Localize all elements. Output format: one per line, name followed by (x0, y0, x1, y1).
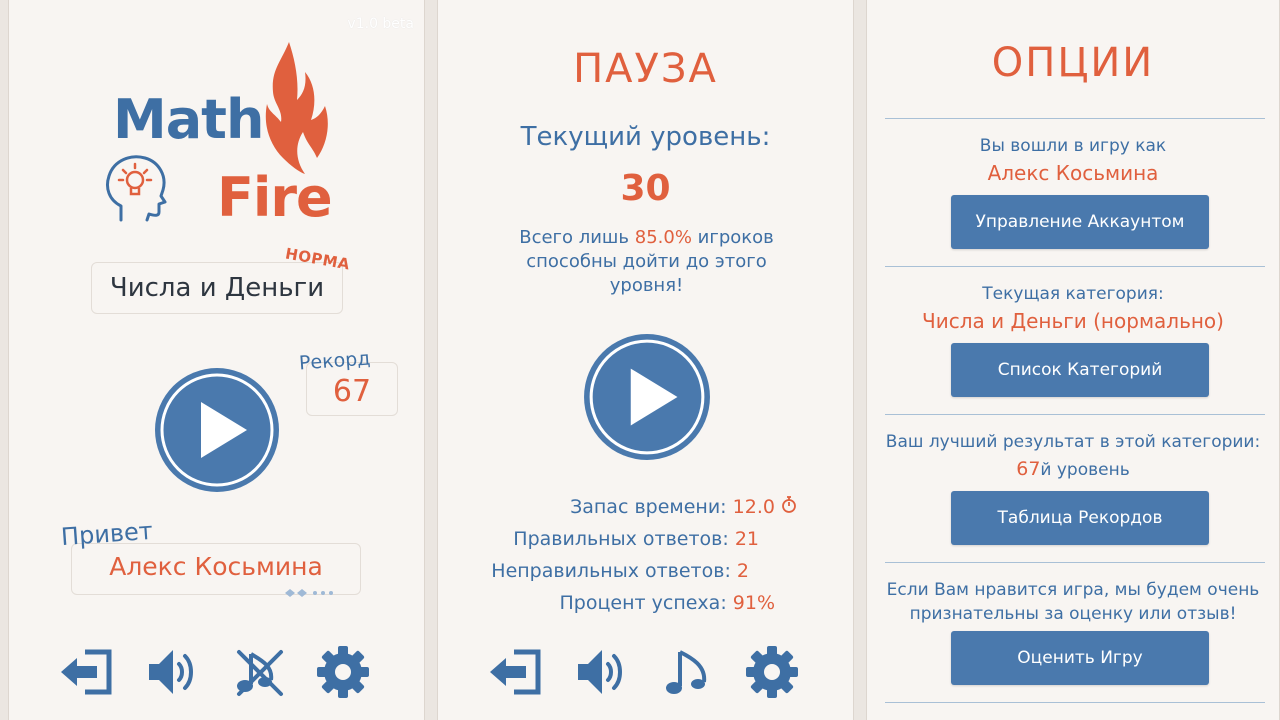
stat-correct-label: Правильных ответов: (513, 528, 729, 550)
percent-line3: уровня! (609, 275, 684, 296)
pause-screen-panel: ПАУЗА Текущий уровень: 30 Всего лишь 85.… (437, 0, 854, 720)
pause-bottom-bar (438, 644, 853, 700)
pause-title: ПАУЗА (573, 46, 718, 92)
stat-time-value: 12.0 (732, 496, 775, 518)
category-list-button[interactable]: Список Категорий (951, 343, 1209, 397)
stat-correct-row: Правильных ответов: 21 (513, 526, 759, 552)
stat-time-row: Запас времени: 12.0 (570, 494, 797, 520)
category-label: Текущая категория: (982, 284, 1164, 304)
stopwatch-icon (782, 496, 796, 513)
category-value: Числа и Деньги (нормально) (922, 309, 1224, 333)
best-result-line: 67й уровень (867, 457, 1279, 482)
best-result-label: Ваш лучший результат в этой категории: (885, 432, 1261, 452)
rate-line2: признательны за оценку или отзыв! (909, 604, 1237, 624)
percent-prefix: Всего лишь (519, 227, 630, 248)
logged-in-label: Вы вошли в игру как (979, 136, 1167, 156)
divider (885, 702, 1265, 703)
rate-text: Если Вам нравится игра, мы будем очень п… (867, 578, 1279, 626)
level-statistic-text: Всего лишь 85.0% игроков способны дойти … (478, 226, 815, 298)
decorative-dots (285, 589, 333, 597)
rate-line1: Если Вам нравится игра, мы будем очень (886, 580, 1260, 600)
rate-game-button[interactable]: Оценить Игру (951, 631, 1209, 685)
options-title: ОПЦИИ (991, 40, 1155, 86)
record-box (306, 362, 398, 416)
flame-icon (265, 42, 328, 174)
logged-in-name: Алекс Косьмина (987, 161, 1159, 185)
stat-wrong-value: 2 (736, 560, 749, 582)
stat-success-value: 91% (732, 592, 775, 614)
record-value: 67 (332, 374, 372, 409)
main-bottom-bar (9, 644, 424, 700)
divider (885, 562, 1265, 563)
divider (885, 266, 1265, 267)
stat-wrong-label: Неправильных ответов: (491, 560, 731, 582)
exit-icon[interactable] (488, 644, 544, 700)
app-logo: Math Fire (101, 40, 341, 229)
stat-success-label: Процент успеха: (559, 592, 727, 614)
manage-account-button[interactable]: Управление Аккаунтом (951, 195, 1209, 249)
logo-word-math: Math (113, 88, 264, 151)
resume-play-button[interactable] (582, 332, 712, 462)
version-label: v1.0 beta (347, 16, 414, 32)
music-icon[interactable] (662, 644, 718, 700)
head-bulb-icon (106, 155, 167, 222)
options-screen-panel: ОПЦИИ Вы вошли в игру как Алекс Косьмина… (866, 0, 1280, 720)
category-display[interactable]: Числа и Деньги (91, 262, 343, 314)
current-level-value: 30 (620, 168, 671, 209)
percent-suffix: игроков (697, 227, 774, 248)
best-result-value: 67 (1016, 458, 1041, 480)
play-button[interactable] (153, 366, 281, 494)
sound-icon[interactable] (145, 644, 201, 700)
percent-value: 85.0% (634, 227, 692, 248)
music-off-icon[interactable] (233, 644, 289, 700)
divider (885, 118, 1265, 119)
sound-icon[interactable] (574, 644, 630, 700)
logo-word-fire: Fire (217, 166, 333, 229)
leaderboard-button[interactable]: Таблица Рекордов (951, 491, 1209, 545)
settings-icon[interactable] (315, 644, 371, 700)
current-level-label: Текущий уровень: (520, 122, 771, 152)
stat-success-row: Процент успеха: 91% (560, 590, 776, 616)
best-result-suffix: й уровень (1040, 460, 1130, 480)
stat-time-label: Запас времени: (570, 496, 727, 518)
exit-icon[interactable] (59, 644, 115, 700)
stat-wrong-row: Неправильных ответов: 2 (491, 558, 749, 584)
divider (885, 414, 1265, 415)
player-name: Алекс Косьмина (109, 552, 323, 581)
main-screen-panel: v1.0 beta Math Fire Числа и Деньги НОРМА… (8, 0, 425, 720)
settings-icon[interactable] (744, 644, 800, 700)
stat-correct-value: 21 (734, 528, 759, 550)
percent-line2: способны дойти до этого (526, 251, 767, 272)
player-name-box[interactable] (71, 543, 361, 595)
